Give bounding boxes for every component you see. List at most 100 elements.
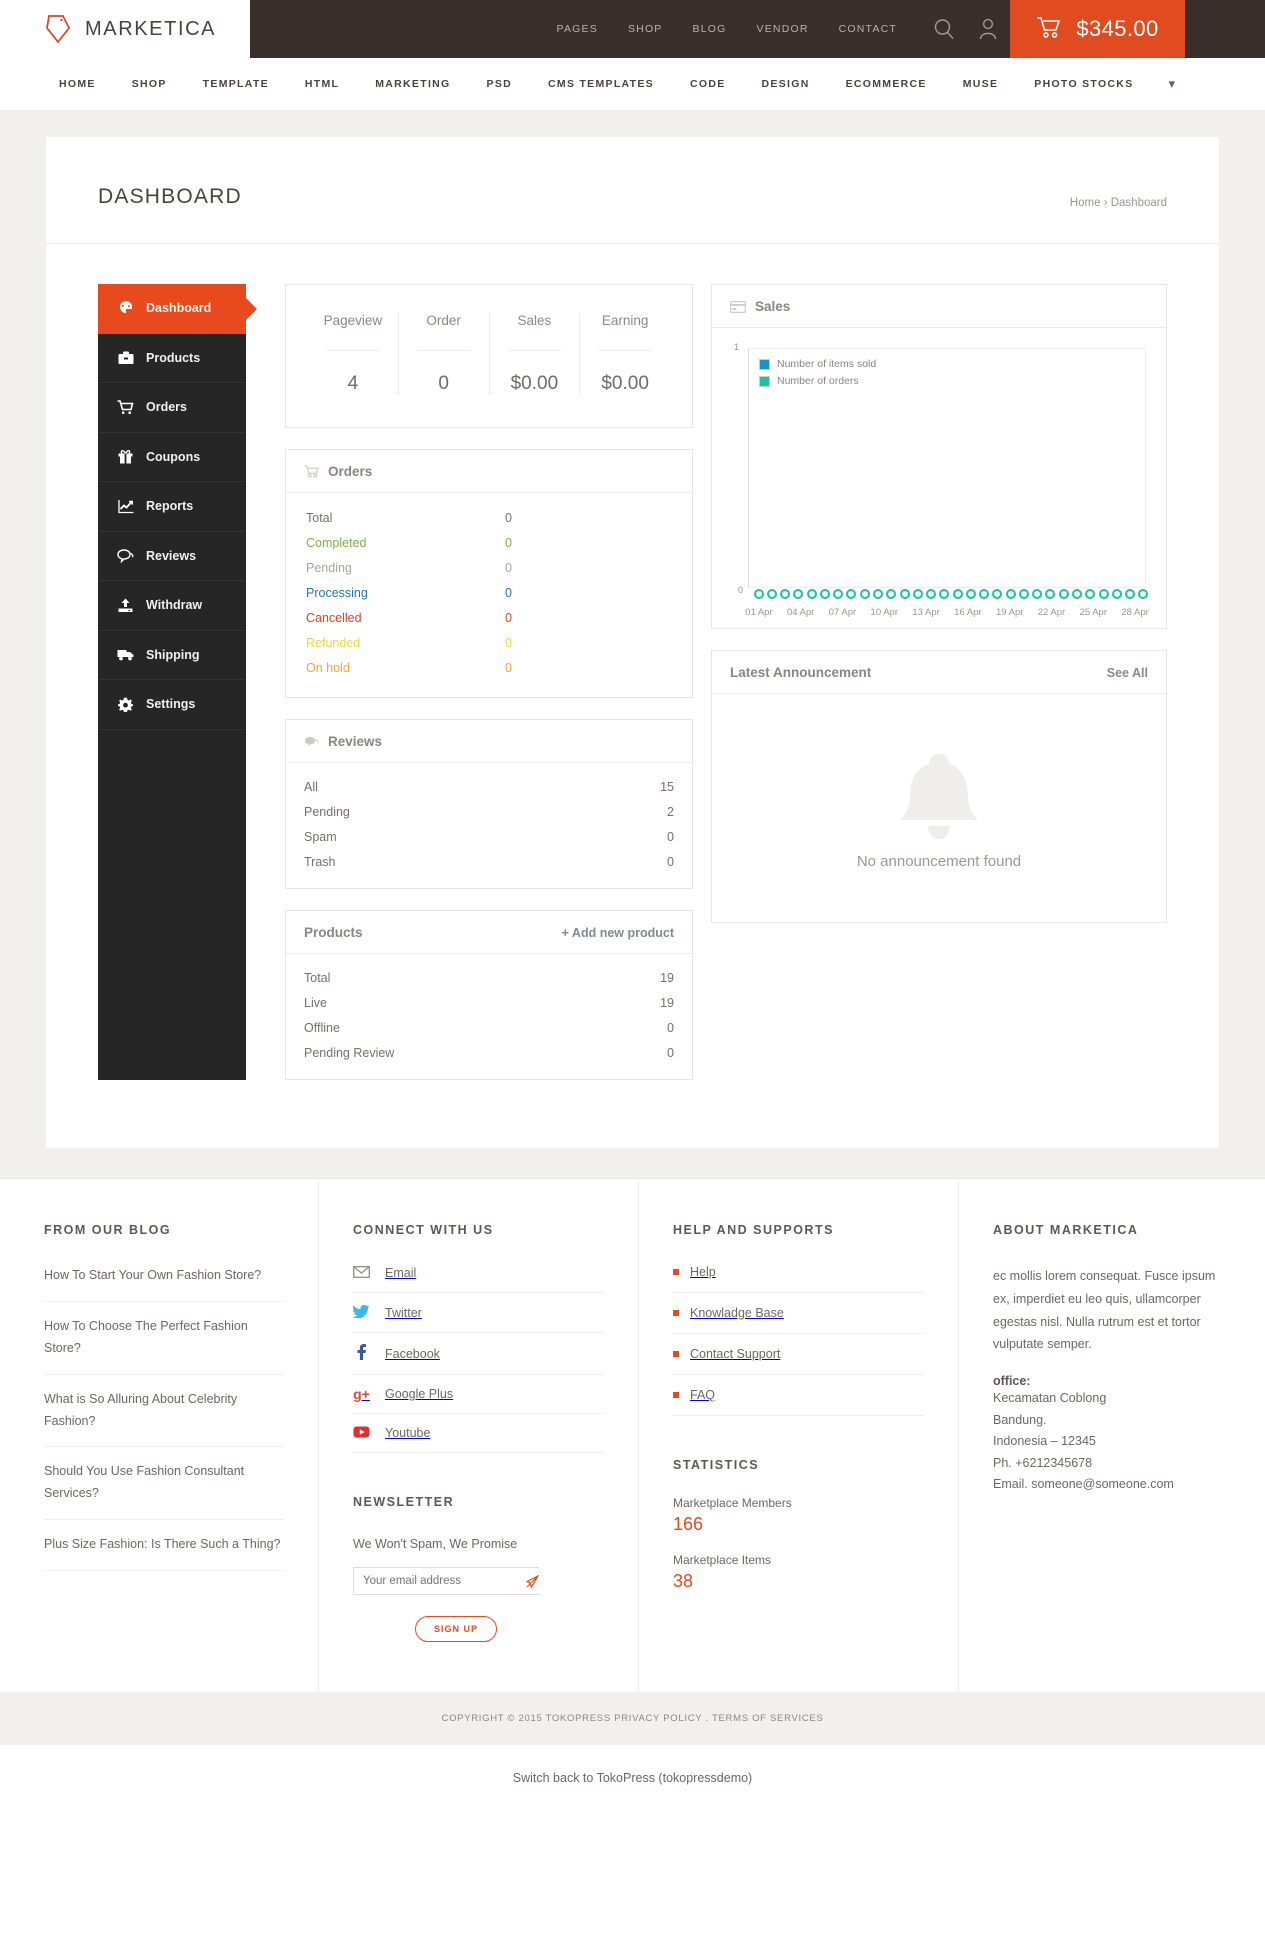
nav-home[interactable]: HOME xyxy=(59,78,96,90)
nav-design[interactable]: DESIGN xyxy=(761,78,810,90)
sidebar-item-coupons[interactable]: Coupons xyxy=(98,433,246,482)
help-link-contact-support[interactable]: Contact Support xyxy=(673,1347,924,1375)
panel-title: Latest Announcement xyxy=(730,665,872,680)
data-point xyxy=(871,589,884,601)
row-label: All xyxy=(304,779,318,794)
orders-row-completed[interactable]: Completed 0 xyxy=(306,530,672,555)
truck-icon xyxy=(117,648,134,661)
stat-label: Pageview xyxy=(323,313,383,328)
cart-button[interactable]: $345.00 xyxy=(1010,0,1185,58)
nav-ecommerce[interactable]: ECOMMERCE xyxy=(845,78,927,90)
sidebar-item-reports[interactable]: Reports xyxy=(98,482,246,532)
products-row-total[interactable]: Total 19 xyxy=(304,965,674,990)
help-label: Help xyxy=(690,1265,716,1279)
user-icon[interactable] xyxy=(966,0,1010,58)
chevron-double-down-icon[interactable]: ▾ xyxy=(1168,76,1175,91)
about-line: Bandung. xyxy=(993,1412,1047,1427)
sidebar-item-withdraw[interactable]: Withdraw xyxy=(98,581,246,631)
add-new-product-link[interactable]: + Add new product xyxy=(561,925,674,940)
blog-post-link[interactable]: What is So Alluring About Celebrity Fash… xyxy=(44,1389,284,1448)
x-tick: 16 Apr xyxy=(954,607,982,618)
top-nav-vendor[interactable]: VENDOR xyxy=(756,23,809,35)
data-point xyxy=(911,589,924,601)
newsletter-email-input[interactable] xyxy=(354,1568,526,1594)
blog-post-link[interactable]: How To Choose The Perfect Fashion Store? xyxy=(44,1316,284,1375)
signup-button[interactable]: SIGN UP xyxy=(415,1616,497,1642)
top-nav-shop[interactable]: SHOP xyxy=(627,23,663,35)
nav-shop[interactable]: SHOP xyxy=(131,78,167,90)
statistic-label: Marketplace Members xyxy=(673,1496,792,1510)
help-link-help[interactable]: Help xyxy=(673,1265,924,1293)
about-paragraph: ec mollis lorem consequat. Fusce ipsum e… xyxy=(993,1269,1216,1352)
nav-code[interactable]: CODE xyxy=(689,78,726,90)
page-body: DASHBOARD Home › Dashboard Dashboard xyxy=(0,111,1265,1178)
sidebar-label: Shipping xyxy=(146,647,200,662)
search-icon[interactable] xyxy=(922,0,966,58)
blog-post-link[interactable]: How To Start Your Own Fashion Store? xyxy=(44,1265,284,1302)
nav-marketing[interactable]: MARKETING xyxy=(375,78,451,90)
top-nav-pages[interactable]: PAGES xyxy=(556,23,598,35)
cart-icon xyxy=(304,465,319,478)
top-nav-blog[interactable]: BLOG xyxy=(692,23,727,35)
sidebar-item-settings[interactable]: Settings xyxy=(98,680,246,730)
x-tick: 22 Apr xyxy=(1037,607,1066,618)
products-row-live[interactable]: Live 19 xyxy=(304,990,674,1015)
reviews-row-all[interactable]: All 15 xyxy=(304,774,674,799)
stat-label: Order xyxy=(426,313,461,328)
nav-html[interactable]: HTML xyxy=(304,78,340,90)
orders-row-pending[interactable]: Pending 0 xyxy=(306,555,672,580)
social-link-google-plus[interactable]: g+ Google Plus xyxy=(353,1386,604,1414)
orders-row-refunded[interactable]: Refunded 0 xyxy=(306,630,672,655)
social-link-twitter[interactable]: Twitter xyxy=(352,1304,604,1333)
see-all-link[interactable]: See All xyxy=(1106,665,1148,680)
reviews-row-spam[interactable]: Spam 0 xyxy=(304,824,674,849)
nav-cms-templates[interactable]: CMS TEMPLATES xyxy=(548,78,654,90)
help-label: FAQ xyxy=(690,1388,716,1402)
cart-amount: $345.00 xyxy=(1076,16,1159,41)
footer-about-column: ABOUT MARKETICA ec mollis lorem consequa… xyxy=(958,1179,1265,1692)
statistic-label: Marketplace Items xyxy=(673,1553,772,1567)
google-plus-icon: g+ xyxy=(353,1386,370,1402)
blog-post-link[interactable]: Plus Size Fashion: Is There Such a Thing… xyxy=(44,1534,284,1571)
help-link-faq[interactable]: FAQ xyxy=(673,1388,924,1416)
x-tick: 07 Apr xyxy=(828,607,857,618)
orders-row-cancelled[interactable]: Cancelled 0 xyxy=(306,605,672,630)
help-link-knowledge-base[interactable]: Knowladge Base xyxy=(673,1306,924,1334)
orders-row-on-hold[interactable]: On hold 0 xyxy=(306,655,672,680)
sidebar-item-dashboard[interactable]: Dashboard xyxy=(98,284,257,334)
blog-post-link[interactable]: Should You Use Fashion Consultant Servic… xyxy=(44,1461,284,1521)
footer-newsletter-title: NEWSLETTER xyxy=(353,1495,455,1509)
sidebar-item-reviews[interactable]: Reviews xyxy=(98,532,246,581)
social-link-youtube[interactable]: Youtube xyxy=(353,1425,604,1453)
nav-psd[interactable]: PSD xyxy=(486,78,513,90)
nav-muse[interactable]: MUSE xyxy=(962,78,999,90)
social-link-email[interactable]: Email xyxy=(353,1265,604,1293)
announcement-empty-text: No announcement found xyxy=(856,853,1022,870)
orders-row-processing[interactable]: Processing 0 xyxy=(306,580,672,605)
breadcrumb-home[interactable]: Home xyxy=(1069,197,1101,209)
reviews-row-pending[interactable]: Pending 2 xyxy=(304,799,674,824)
nav-template[interactable]: TEMPLATE xyxy=(202,78,269,90)
reviews-row-trash[interactable]: Trash 0 xyxy=(304,849,674,874)
row-value: 0 xyxy=(505,610,512,625)
products-row-pending-review[interactable]: Pending Review 0 xyxy=(304,1040,674,1065)
orders-row-total[interactable]: Total 0 xyxy=(306,505,672,530)
top-nav-contact[interactable]: CONTACT xyxy=(838,23,897,35)
data-point xyxy=(1017,589,1030,601)
switch-back-bar[interactable]: Switch back to TokoPress (tokopressdemo) xyxy=(0,1745,1265,1815)
sidebar-item-shipping[interactable]: Shipping xyxy=(98,631,246,680)
logo[interactable]: MARKETICA xyxy=(0,0,250,58)
paper-plane-icon[interactable] xyxy=(526,1568,539,1594)
sales-chart[interactable]: 1 Number of items sold xyxy=(712,328,1166,628)
row-value: 0 xyxy=(667,854,674,869)
sidebar-item-orders[interactable]: Orders xyxy=(98,383,246,433)
sidebar-item-products[interactable]: Products xyxy=(98,334,246,383)
newsletter-subtitle: We Won't Spam, We Promise xyxy=(353,1537,518,1551)
data-point xyxy=(779,589,792,601)
social-link-facebook[interactable]: Facebook xyxy=(353,1344,604,1375)
data-point xyxy=(805,589,818,601)
panel-title: Orders xyxy=(328,464,373,479)
nav-photo-stocks[interactable]: PHOTO STOCKS xyxy=(1034,78,1134,90)
row-value: 0 xyxy=(667,1045,674,1060)
products-row-offline[interactable]: Offline 0 xyxy=(304,1015,674,1040)
